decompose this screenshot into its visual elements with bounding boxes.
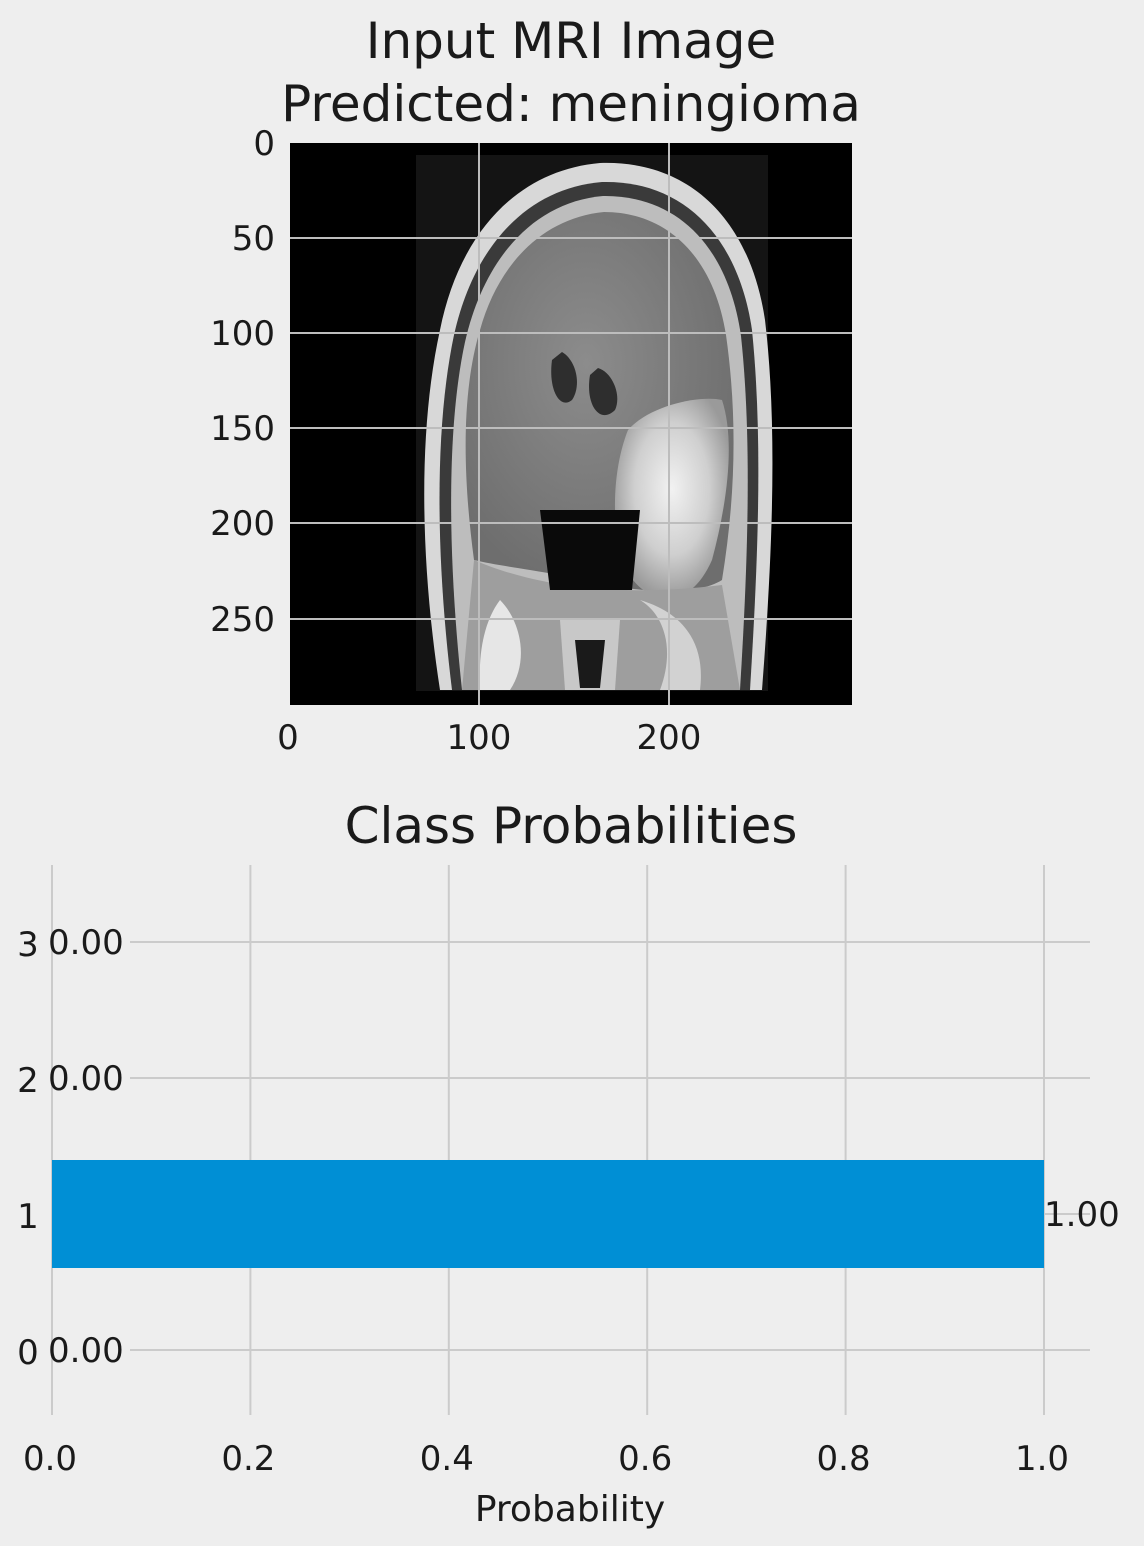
x-tick-label: 0.0 [23, 1439, 77, 1479]
mri-gridlines [290, 143, 852, 705]
x-tick-label: 0.4 [420, 1439, 474, 1479]
bar-y-ticks: 0 1 2 3 [17, 925, 39, 1373]
probability-chart-title: Class Probabilities [345, 797, 798, 855]
y-tick-label: 0 [17, 1333, 39, 1373]
bar-value-labels: 0.00 1.00 0.00 0.00 [48, 923, 1120, 1371]
x-axis-label: Probability [475, 1489, 665, 1530]
mri-panel: Input MRI Image Predicted: meningioma [210, 12, 861, 758]
mri-y-tick: 150 [210, 409, 275, 449]
y-tick-label: 1 [17, 1197, 39, 1237]
bar-marks [52, 1160, 1044, 1268]
mri-image [290, 143, 852, 705]
x-tick-label: 0.2 [221, 1439, 275, 1479]
bar-class-1 [52, 1160, 1044, 1268]
bar-value-label: 0.00 [48, 1059, 124, 1099]
bar-value-label: 1.00 [1044, 1195, 1120, 1235]
bar-value-label: 0.00 [48, 923, 124, 963]
mri-x-tick: 200 [637, 718, 702, 758]
mri-x-tick: 100 [447, 718, 512, 758]
mri-y-tick: 100 [210, 314, 275, 354]
mri-y-tick: 250 [210, 600, 275, 640]
x-tick-label: 0.6 [618, 1439, 672, 1479]
x-tick-label: 0.8 [817, 1439, 871, 1479]
mri-y-tick: 50 [232, 219, 275, 259]
mri-title-line-2: Predicted: meningioma [281, 75, 861, 133]
mri-y-tick: 0 [253, 124, 275, 164]
x-tick-label: 1.0 [1015, 1439, 1069, 1479]
mri-y-tick: 200 [210, 504, 275, 544]
bar-value-label: 0.00 [48, 1331, 124, 1371]
mri-x-tick: 0 [277, 718, 299, 758]
y-tick-label: 2 [17, 1061, 39, 1101]
y-tick-label: 3 [17, 925, 39, 965]
mri-title-line-1: Input MRI Image [366, 12, 776, 70]
bar-x-ticks: 0.0 0.2 0.4 0.6 0.8 1.0 [23, 1439, 1069, 1479]
